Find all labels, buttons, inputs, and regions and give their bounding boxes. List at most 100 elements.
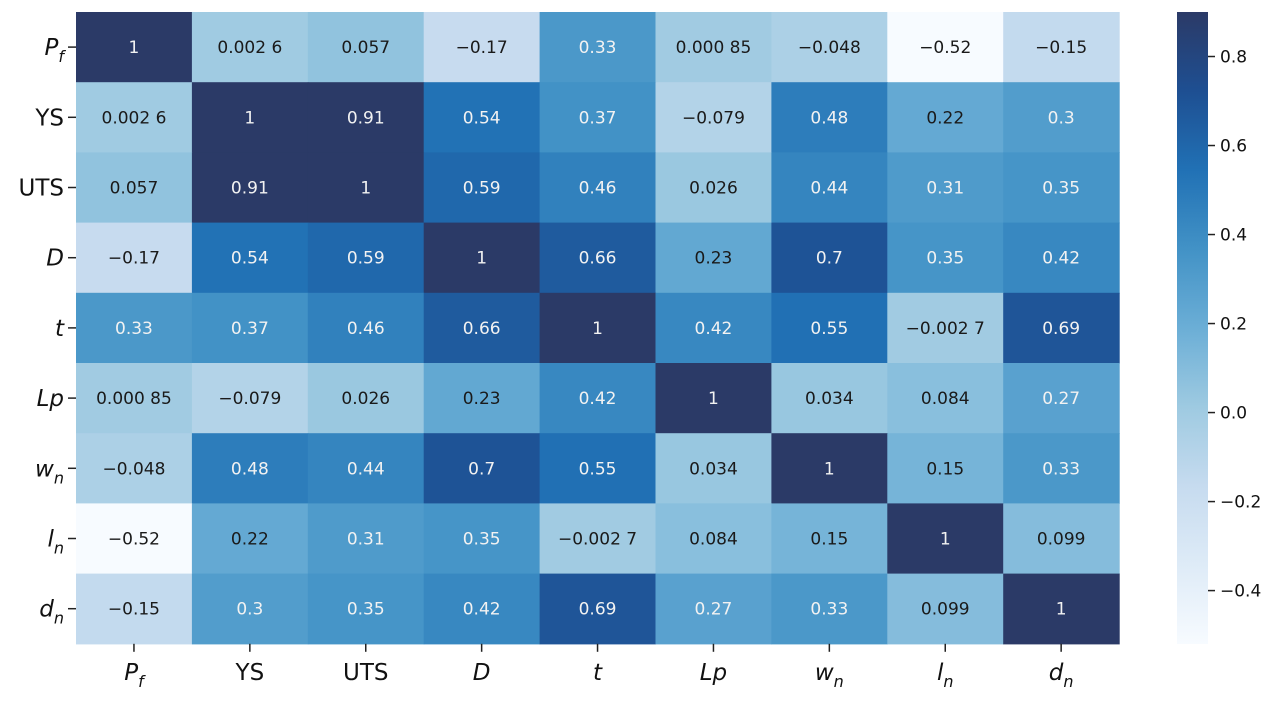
x-tick-label: D <box>473 660 491 686</box>
cell-value-label: −0.17 <box>456 38 508 58</box>
cell-value-label: 0.42 <box>579 389 617 409</box>
cell-value-label: 0.7 <box>468 459 495 479</box>
cell-value-label: 1 <box>708 389 719 409</box>
cell-value-label: 0.35 <box>347 600 385 620</box>
cell-value-label: 0.66 <box>579 249 617 269</box>
cell-value-label: 0.48 <box>810 108 848 128</box>
cell-value-label: 0.23 <box>695 249 733 269</box>
cell-value-label: 0.22 <box>231 530 269 550</box>
cell-value-label: −0.079 <box>218 389 281 409</box>
cell-value-label: 0.42 <box>695 319 733 339</box>
cell-value-label: 0.15 <box>926 459 964 479</box>
cell-value-label: 0.35 <box>926 249 964 269</box>
cell-value-label: 0.026 <box>341 389 390 409</box>
cell-value-label: 0.55 <box>810 319 848 339</box>
cell-value-label: −0.52 <box>919 38 971 58</box>
cell-value-label: 0.48 <box>231 459 269 479</box>
x-tick-label: wn <box>815 660 844 691</box>
cell-value-label: 0.69 <box>1042 319 1080 339</box>
cell-value-label: 0.59 <box>463 179 501 199</box>
cell-value-label: 0.22 <box>926 108 964 128</box>
cell-value-label: 0.44 <box>347 459 385 479</box>
cell-value-label: 0.55 <box>579 459 617 479</box>
cell-value-label: −0.52 <box>108 530 160 550</box>
cell-value-label: 0.91 <box>231 179 269 199</box>
y-tick-label: ln <box>47 527 64 558</box>
cell-value-label: 0.31 <box>347 530 385 550</box>
cell-value-label: 0.15 <box>810 530 848 550</box>
cell-value-label: 0.099 <box>1037 530 1086 550</box>
cell-value-label: 0.002 6 <box>102 108 167 128</box>
cell-value-label: 0.33 <box>115 319 153 339</box>
x-tick-label: Lp <box>700 660 727 686</box>
cell-value-label: 0.31 <box>926 179 964 199</box>
cell-value-label: −0.17 <box>108 249 160 269</box>
cell-value-label: 0.057 <box>341 38 390 58</box>
cell-value-label: 0.42 <box>463 600 501 620</box>
cell-value-label: 0.3 <box>236 600 263 620</box>
cell-value-label: 0.27 <box>1042 389 1080 409</box>
colorbar-tick-label: 0.2 <box>1220 315 1247 335</box>
cell-value-label: 0.026 <box>689 179 738 199</box>
cell-value-label: 0.69 <box>579 600 617 620</box>
cell-value-label: 1 <box>940 530 951 550</box>
y-tick-label: YS <box>34 105 64 131</box>
heatmap-cells: 1 0.002 6 0.057 −0.17 0.33 0.000 85 −0.048 −0.5… <box>76 12 1120 644</box>
y-tick-label: Pf <box>44 35 66 66</box>
correlation-heatmap: 1 0.002 6 0.057 −0.17 0.33 0.000 85 −0.048 −0.5… <box>0 0 1283 704</box>
cell-value-label: 0.000 85 <box>676 38 752 58</box>
colorbar-tick-label: 0.8 <box>1220 48 1247 68</box>
cell-value-label: 0.91 <box>347 108 385 128</box>
x-tick-label: UTS <box>343 660 388 686</box>
cell-value-label: 0.54 <box>231 249 269 269</box>
cell-value-label: 0.057 <box>110 179 159 199</box>
cell-value-label: 0.27 <box>695 600 733 620</box>
y-axis-labels: PfYSUTSDtLpwnlndn <box>19 35 76 628</box>
cell-value-label: 0.33 <box>1042 459 1080 479</box>
y-tick-label: Lp <box>37 386 64 412</box>
cell-value-label: 1 <box>1056 600 1067 620</box>
colorbar <box>1177 12 1208 644</box>
x-tick-label: dn <box>1049 660 1074 691</box>
cell-value-label: −0.15 <box>108 600 160 620</box>
cell-value-label: 0.7 <box>816 249 843 269</box>
cell-value-label: 1 <box>244 108 255 128</box>
cell-value-label: −0.15 <box>1035 38 1087 58</box>
x-tick-label: Pf <box>124 660 146 691</box>
cell-value-label: 0.23 <box>463 389 501 409</box>
y-tick-label: D <box>46 246 64 272</box>
cell-value-label: 0.59 <box>347 249 385 269</box>
cell-value-label: 1 <box>824 459 835 479</box>
cell-value-label: 0.084 <box>689 530 738 550</box>
cell-value-label: −0.002 7 <box>906 319 985 339</box>
cell-value-label: 0.35 <box>463 530 501 550</box>
cell-value-label: 1 <box>476 249 487 269</box>
cell-value-label: 0.000 85 <box>96 389 172 409</box>
colorbar-tick-label: −0.4 <box>1220 582 1261 602</box>
x-axis-labels: Pf YS UTS Dt Lp wn ln dn <box>124 644 1073 691</box>
cell-value-label: 0.002 6 <box>217 38 282 58</box>
colorbar-tick-label: 0.0 <box>1220 404 1247 424</box>
cell-value-label: 0.33 <box>810 600 848 620</box>
cell-value-label: 0.3 <box>1048 108 1075 128</box>
y-tick-label: UTS <box>19 176 64 202</box>
cell-value-label: 1 <box>129 38 140 58</box>
cell-value-label: 0.46 <box>579 179 617 199</box>
cell-value-label: 1 <box>360 179 371 199</box>
cell-value-label: −0.002 7 <box>558 530 637 550</box>
cell-value-label: 0.46 <box>347 319 385 339</box>
y-tick-label: dn <box>39 597 64 628</box>
cell-value-label: 0.42 <box>1042 249 1080 269</box>
y-tick-label: t <box>55 316 65 342</box>
colorbar-tick-label: −0.2 <box>1220 493 1261 513</box>
cell-value-label: 0.084 <box>921 389 970 409</box>
colorbar-tick-label: 0.4 <box>1220 226 1247 246</box>
x-tick-label: t <box>593 660 603 686</box>
cell-value-label: −0.048 <box>102 459 165 479</box>
colorbar-tick-label: 0.6 <box>1220 137 1247 157</box>
cell-value-label: 1 <box>592 319 603 339</box>
x-tick-label: YS <box>235 660 265 686</box>
cell-value-label: 0.37 <box>231 319 269 339</box>
cell-value-label: 0.099 <box>921 600 970 620</box>
cell-value-label: 0.034 <box>689 459 738 479</box>
